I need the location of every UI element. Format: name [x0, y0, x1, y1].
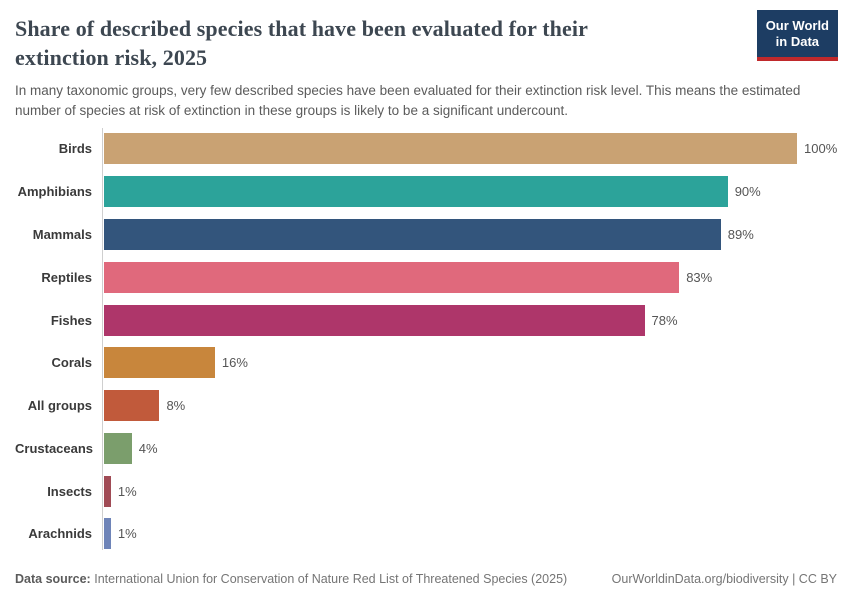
bar-track: 1% [102, 518, 850, 550]
value-label: 8% [166, 398, 186, 414]
category-label: All groups [27, 398, 92, 414]
data-source: Data source: International Union for Con… [15, 572, 567, 586]
owid-logo-line2: in Data [775, 34, 820, 50]
bar[interactable] [104, 176, 728, 208]
bar-row: Mammals 89% [15, 218, 850, 250]
bar[interactable] [104, 518, 111, 550]
value-label: 1% [117, 526, 137, 542]
value-label: 83% [686, 269, 713, 285]
bar-row: All groups 8% [15, 390, 850, 422]
bar[interactable] [104, 218, 721, 250]
value-label: 16% [221, 355, 248, 371]
category-label: Birds [58, 141, 92, 157]
data-source-label: Data source: [15, 572, 91, 586]
bar-row: Corals 16% [15, 347, 850, 379]
bar[interactable] [104, 390, 160, 422]
chart-rows: Birds 100% Amphibians 90% Mammals 89% Reptiles… [15, 133, 850, 550]
category-label: Amphibians [17, 184, 92, 200]
bar-track: 4% [102, 432, 850, 464]
attribution-link[interactable]: OurWorldinData.org/biodiversity | CC BY [611, 572, 837, 586]
bar[interactable] [104, 432, 132, 464]
bar-track: 16% [102, 347, 850, 379]
category-label: Reptiles [41, 269, 92, 285]
bar-row: Amphibians 90% [15, 176, 850, 208]
owid-logo-line1: Our World [765, 18, 829, 33]
chart-header: Share of described species that have bee… [0, 0, 850, 120]
category-label: Corals [51, 355, 92, 371]
bar-row: Fishes 78% [15, 304, 850, 336]
bar-track: 100% [102, 133, 850, 165]
chart-title: Share of described species that have bee… [15, 16, 588, 70]
value-label: 100% [804, 141, 838, 157]
bar-row: Birds 100% [15, 133, 850, 165]
value-label: 78% [651, 312, 678, 328]
category-label: Fishes [50, 312, 92, 328]
bar-track: 89% [102, 218, 850, 250]
category-label: Mammals [32, 226, 92, 242]
bar-track: 1% [102, 475, 850, 507]
bar-track: 78% [102, 304, 850, 336]
chart-subtitle: In many taxonomic groups, very few descr… [15, 83, 801, 118]
y-axis-line [102, 128, 103, 551]
bar[interactable] [104, 304, 645, 336]
bar-chart: Birds 100% Amphibians 90% Mammals 89% Reptiles… [15, 128, 850, 551]
bar[interactable] [104, 261, 680, 293]
bar-row: Insects 1% [15, 475, 850, 507]
bar-row: Reptiles 83% [15, 261, 850, 293]
value-label: 89% [727, 226, 754, 242]
bar[interactable] [104, 347, 215, 379]
data-source-text: International Union for Conservation of … [94, 572, 568, 586]
bar-row: Arachnids 1% [15, 518, 850, 550]
bar[interactable] [104, 133, 797, 165]
category-label: Arachnids [28, 526, 92, 542]
value-label: 1% [117, 483, 137, 499]
value-label: 90% [734, 184, 761, 200]
value-label: 4% [138, 440, 158, 456]
category-label: Crustaceans [15, 440, 94, 456]
owid-logo[interactable]: Our World in Data [756, 10, 838, 61]
chart-footer: Data source: International Union for Con… [15, 572, 837, 586]
bar-row: Crustaceans 4% [15, 432, 850, 464]
bar[interactable] [104, 475, 111, 507]
category-label: Insects [47, 483, 92, 499]
bar-track: 90% [102, 176, 850, 208]
bar-track: 8% [102, 390, 850, 422]
bar-track: 83% [102, 261, 850, 293]
